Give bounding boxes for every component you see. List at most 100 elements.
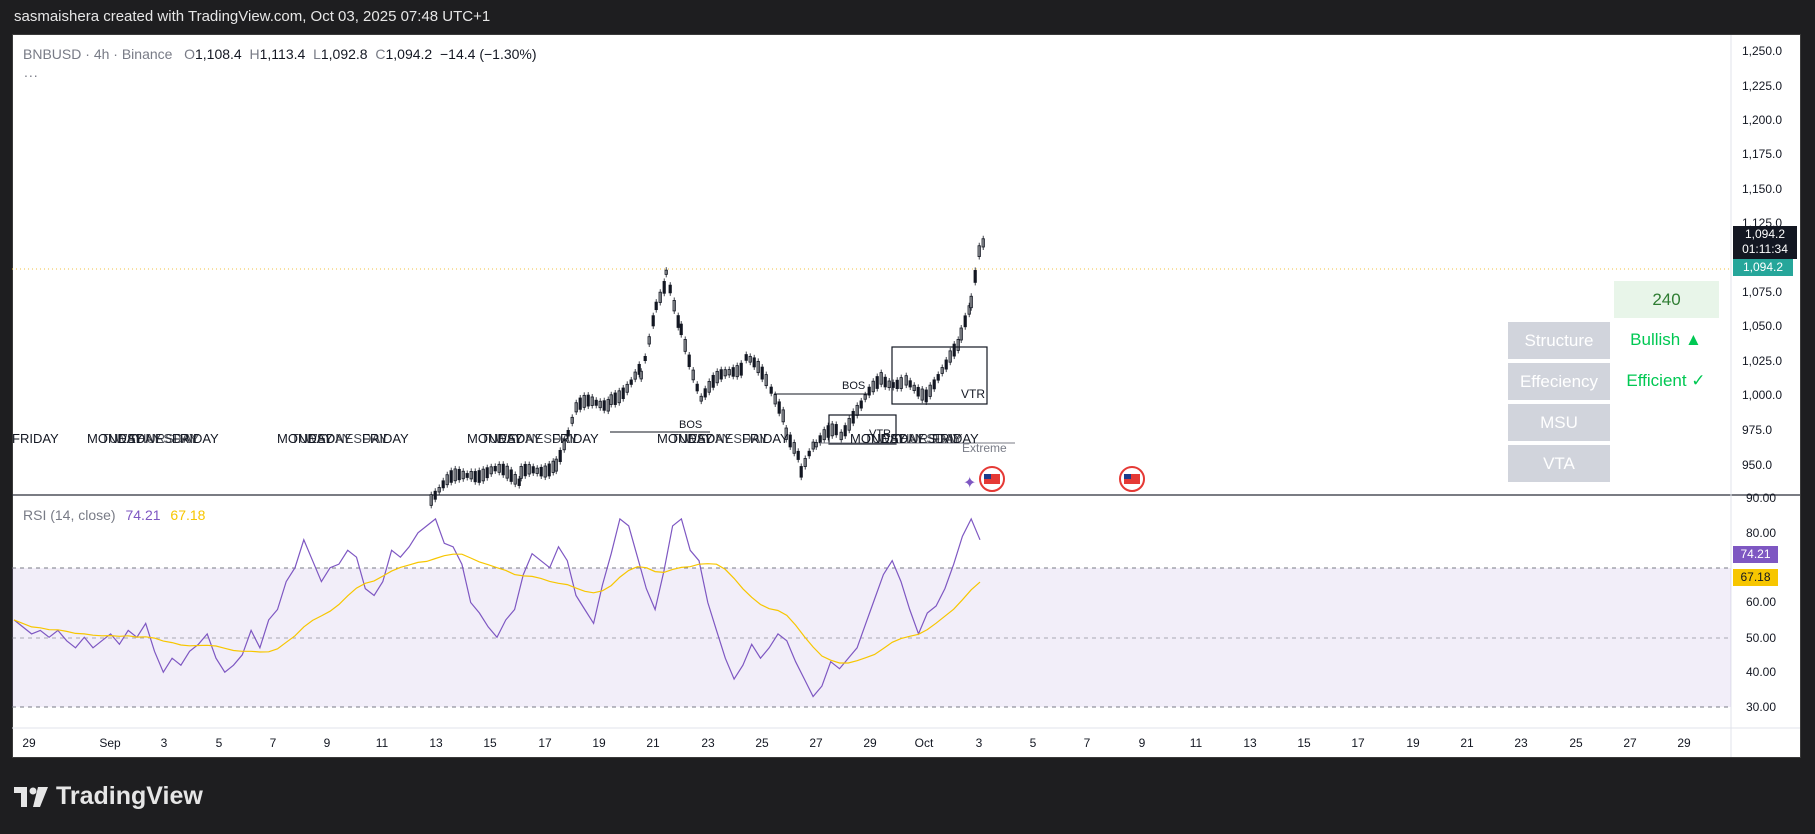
bar-countdown: 01:11:34 <box>1742 242 1788 256</box>
time-tick-label: 17 <box>538 736 552 750</box>
rsi-legend[interactable]: RSI (14, close) 74.21 67.18 <box>23 507 205 523</box>
time-tick-label: 15 <box>1297 736 1311 750</box>
price-tick-label: 1,200.0 <box>1742 113 1783 127</box>
change-value: −14.4 (−1.30%) <box>440 46 537 62</box>
day-label: TUESDAY <box>671 431 732 446</box>
day-label: THURSDAY <box>892 431 963 446</box>
time-tick-label: 29 <box>22 736 36 750</box>
time-tick-label: 9 <box>1138 736 1146 750</box>
day-label: FRIDAY <box>12 431 59 446</box>
day-label: WEDNESDAY <box>495 431 578 446</box>
time-tick-label: 9 <box>323 736 331 750</box>
last-price-value: 1,094.2 <box>1744 227 1786 241</box>
rsi-tick-label: 80.00 <box>1746 526 1777 540</box>
day-label: TUESDAY <box>864 431 925 446</box>
price-tick-label: 1,075.0 <box>1742 285 1783 299</box>
more-indicators-button[interactable]: ... <box>24 64 39 80</box>
attribution-text: sasmaishera created with TradingView.com… <box>14 8 491 25</box>
timeframe-box: 240 <box>1614 281 1719 318</box>
vta-button[interactable]: VTA <box>1508 445 1610 482</box>
time-tick-label: 23 <box>701 736 715 750</box>
price-tick-label: 1,000.0 <box>1742 388 1783 402</box>
economic-event-icon <box>1119 466 1145 492</box>
rsi-ma-value: 67.18 <box>170 507 206 523</box>
rsi-line <box>13 517 981 698</box>
time-tick-label: 29 <box>1677 736 1691 750</box>
bos-label: BOS <box>842 380 866 392</box>
time-tick-label: 13 <box>429 736 443 750</box>
price-tick-label: 950.0 <box>1742 458 1773 472</box>
time-tick-label: 11 <box>1189 736 1203 750</box>
economic-event-icon <box>979 466 1005 492</box>
day-label: MONDAY <box>467 431 524 446</box>
time-tick-label: Sep <box>99 736 121 750</box>
price-tick-label: 1,175.0 <box>1742 147 1783 161</box>
high-value: 1,113.4 <box>259 46 306 62</box>
time-tick-label: 7 <box>269 736 277 750</box>
day-label: WEDNESDAY <box>685 431 768 446</box>
rsi-ma-line <box>13 553 981 664</box>
attribution-bar: sasmaishera created with TradingView.com… <box>0 0 1815 34</box>
time-tick-label: 21 <box>1460 736 1474 750</box>
time-tick-label: 11 <box>375 736 389 750</box>
tradingview-logo-icon <box>14 786 48 807</box>
efficiency-status: Efficient ✓ <box>1626 371 1706 390</box>
close-label: C <box>375 46 386 62</box>
day-label: TUESDAY <box>291 431 352 446</box>
time-tick-label: 17 <box>1351 736 1365 750</box>
symbol-exchange: Binance <box>121 46 173 62</box>
day-label: MONDAY <box>87 431 144 446</box>
sparkle-icon: ✦ <box>963 475 976 492</box>
candlestick-series <box>429 235 985 509</box>
time-tick-label: 29 <box>863 736 877 750</box>
rsi-value: 74.21 <box>125 507 161 523</box>
brand-name: TradingView <box>56 782 203 810</box>
bos-label: BOS <box>679 419 703 431</box>
rsi-tick-label: 50.00 <box>1746 631 1777 645</box>
open-label: O <box>184 46 195 62</box>
time-tick-label: Oct <box>914 736 934 750</box>
day-label: THURSDAY <box>129 431 200 446</box>
price-tick-label: 975.0 <box>1742 423 1773 437</box>
msu-button[interactable]: MSU <box>1508 404 1610 441</box>
time-tick-label: 27 <box>1623 736 1637 750</box>
structure-button[interactable]: Structure <box>1508 322 1610 359</box>
price-tick-label: 1,150.0 <box>1742 182 1783 196</box>
rsi-ma-tag: 67.18 <box>1733 569 1778 586</box>
time-tick-label: 25 <box>755 736 769 750</box>
low-value: 1,092.8 <box>320 46 368 62</box>
time-tick-label: 19 <box>1406 736 1420 750</box>
day-label: FRIDAY <box>742 431 789 446</box>
day-label: FRIDAY <box>932 431 979 446</box>
open-value: 1,108.4 <box>195 46 242 62</box>
day-label: WEDNESDAY <box>115 431 198 446</box>
price-tick-label: 1,025.0 <box>1742 354 1783 368</box>
time-tick-label: 21 <box>646 736 660 750</box>
time-tick-label: 3 <box>975 736 983 750</box>
rsi-tick-label: 30.00 <box>1746 700 1777 714</box>
symbol-timeframe: 4h <box>93 46 110 62</box>
time-tick-label: 3 <box>160 736 168 750</box>
day-label: MONDAY <box>277 431 334 446</box>
symbol-legend[interactable]: BNBUSD · 4h · Binance O1,108.4 H1,113.4 … <box>23 46 537 62</box>
day-label: FRIDAY <box>552 431 599 446</box>
price-tick-label: 1,225.0 <box>1742 79 1783 93</box>
vtr-box-small <box>828 414 897 445</box>
time-tick-label: 27 <box>809 736 823 750</box>
time-tick-label: 19 <box>592 736 606 750</box>
vtr-box-large <box>891 346 988 405</box>
symbol-pair: BNBUSD <box>23 46 82 62</box>
close-price-tag: 1,094.2 <box>1733 259 1793 276</box>
vtr-label: VTR <box>869 428 891 440</box>
structure-status: Bullish ▲ <box>1630 330 1702 349</box>
time-tick-label: 15 <box>483 736 497 750</box>
day-label: TUESDAY <box>481 431 542 446</box>
annotation-boxes <box>610 346 1015 445</box>
day-label: FRIDAY <box>362 431 409 446</box>
rsi-label: RSI (14, close) <box>23 507 116 523</box>
time-tick-label: 23 <box>1514 736 1528 750</box>
efficiency-button[interactable]: Effeciency <box>1508 363 1610 400</box>
tradingview-logo[interactable]: TradingView <box>14 782 203 811</box>
rsi-tick-label: 60.00 <box>1746 595 1777 609</box>
